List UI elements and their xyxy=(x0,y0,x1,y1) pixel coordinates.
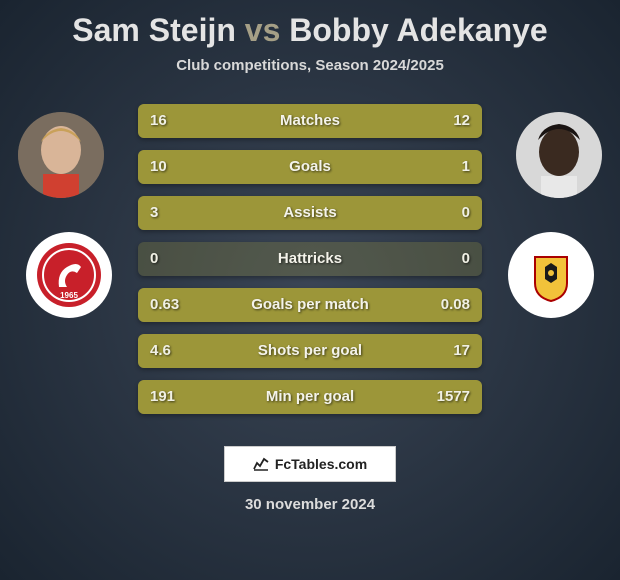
comparison-area: 1965 1612Matches 101Goals 30Assists 00Hattr… xyxy=(0,104,620,434)
stat-label: Matches xyxy=(138,104,482,138)
stat-bar: 101Goals xyxy=(138,150,482,184)
stat-label: Min per goal xyxy=(138,380,482,414)
stat-label: Goals xyxy=(138,150,482,184)
stat-bar: 30Assists xyxy=(138,196,482,230)
svg-text:1965: 1965 xyxy=(60,291,78,300)
player1-avatar xyxy=(18,112,104,198)
stat-label: Assists xyxy=(138,196,482,230)
player2-crest xyxy=(508,232,594,318)
subtitle: Club competitions, Season 2024/2025 xyxy=(0,57,620,74)
stat-label: Shots per goal xyxy=(138,334,482,368)
branding-text: FcTables.com xyxy=(275,456,367,472)
player1-name: Sam Steijn xyxy=(72,12,236,48)
player2-name: Bobby Adekanye xyxy=(289,12,547,48)
chart-icon xyxy=(253,455,269,474)
stat-bars: 1612Matches 101Goals 30Assists 00Hattricks 0… xyxy=(138,104,482,426)
stat-label: Goals per match xyxy=(138,288,482,322)
branding-logo[interactable]: FcTables.com xyxy=(224,446,396,482)
comparison-title: Sam Steijn vs Bobby Adekanye xyxy=(0,0,620,49)
player2-avatar xyxy=(516,112,602,198)
stat-label: Hattricks xyxy=(138,242,482,276)
stat-bar: 1612Matches xyxy=(138,104,482,138)
stat-bar: 00Hattricks xyxy=(138,242,482,276)
stat-bar: 1911577Min per goal xyxy=(138,380,482,414)
date-text: 30 november 2024 xyxy=(0,496,620,513)
vs-text: vs xyxy=(245,12,281,48)
stat-bar: 4.617Shots per goal xyxy=(138,334,482,368)
player1-crest: 1965 xyxy=(26,232,112,318)
stat-bar: 0.630.08Goals per match xyxy=(138,288,482,322)
